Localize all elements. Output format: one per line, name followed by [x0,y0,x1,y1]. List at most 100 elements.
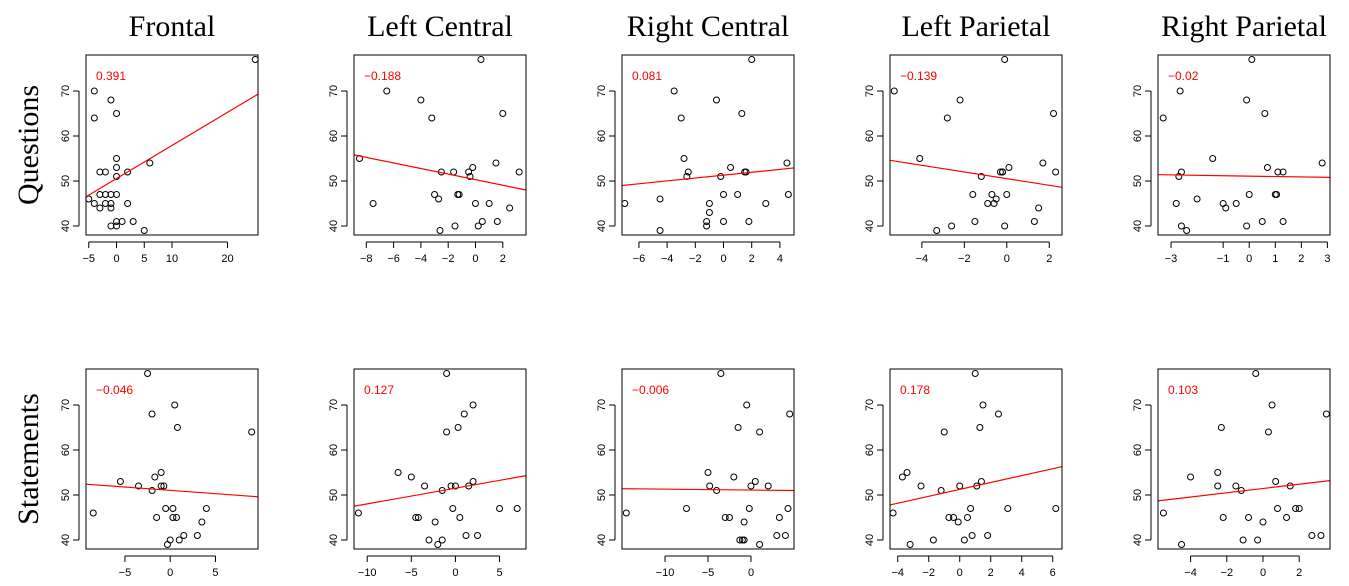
data-point [166,536,174,544]
scatter-panel: −0.02 −3 −1 0 1 2 3 40 50 60 70 [1132,54,1331,265]
correlation-label: 0.103 [1168,383,1198,397]
data-point [717,370,725,377]
data-point [515,168,523,176]
data-point [1217,424,1225,431]
data-point [684,168,692,176]
data-point [950,514,958,521]
x-tick-label: −2 [922,567,935,579]
plot-frame [889,54,1063,236]
data-point [169,505,177,512]
y-tick-label: 40 [328,220,340,232]
y-tick-label: 50 [328,489,340,501]
y-tick-label: 60 [1132,130,1144,142]
data-point [499,110,507,117]
x-tick-label: 0 [748,567,754,579]
data-point [477,56,485,63]
data-point [717,173,725,180]
data-point [971,218,979,225]
data-point [1252,370,1260,377]
x-tick-label: 4 [777,253,783,265]
y-tick-label: 60 [1132,444,1144,456]
data-point [171,401,179,409]
column-title: Left Central [367,10,513,43]
correlation-label: −0.02 [1168,69,1199,83]
x-tick-label: 2 [749,253,755,265]
data-point [248,428,256,436]
y-tick-label: 50 [60,175,72,187]
correlation-label: 0.178 [900,383,930,397]
x-tick-label: 6 [1050,567,1056,579]
data-point [455,191,463,198]
data-point [677,114,685,122]
data-point [193,532,201,539]
scatter-panel: −0.006 −10 −5 0 40 50 60 70 [596,368,795,579]
data-point [107,204,115,212]
data-point [1178,541,1186,548]
y-tick-label: 40 [596,220,608,232]
x-tick-label: 0 [167,567,173,579]
data-point [1248,56,1256,63]
data-point [412,514,420,521]
data-point [1209,155,1217,162]
data-point [431,518,439,526]
data-point [140,227,148,234]
correlation-label: −0.139 [900,69,937,83]
x-tick-label: −5 [405,567,418,579]
data-point [712,96,720,104]
data-point [153,514,161,521]
data-point [984,532,992,539]
data-point [954,518,962,526]
data-point [1283,514,1291,521]
data-point [492,159,500,167]
column-title: Right Central [627,10,789,43]
x-tick-label: −10 [358,567,377,579]
data-point [740,518,748,526]
data-point [706,482,714,490]
y-tick-label: 40 [60,220,72,232]
x-tick-label: −2 [1221,567,1234,579]
y-tick-label: 40 [1132,534,1144,546]
y-tick-label: 70 [60,85,72,97]
data-point [113,191,121,198]
data-point [969,191,977,198]
x-tick-label: 3 [1324,253,1330,265]
data-point [705,200,713,207]
data-point [704,469,712,476]
scatter-panel: −0.139 −4 −2 0 2 40 50 60 70 [864,54,1063,265]
data-point [703,218,711,225]
data-point [756,428,764,436]
scatter-panel: 0.103 −4 −2 0 2 40 50 60 70 [1132,368,1331,579]
y-tick-label: 60 [596,130,608,142]
data-point [148,487,156,494]
data-point [1172,200,1180,207]
data-point [890,87,898,95]
regression-line [621,488,795,492]
x-tick-label: 2 [1298,253,1304,265]
x-tick-label: −2 [958,253,971,265]
regression-line [1157,174,1331,178]
x-tick-label: 20 [221,253,233,265]
data-point [781,532,789,539]
data-point [764,482,772,490]
data-point [107,200,115,207]
x-tick-label: −1 [1217,253,1230,265]
data-point [369,200,377,207]
data-point [113,164,121,171]
scatter-panel: −0.046 −5 0 5 40 50 60 70 [60,368,259,579]
x-tick-label: 0 [1260,567,1266,579]
data-point [431,191,439,198]
y-tick-label: 60 [328,444,340,456]
x-tick-label: −4 [891,567,904,579]
scatter-panel: 0.178 −4 −2 0 2 4 6 40 50 60 70 [864,368,1063,579]
data-point [1245,514,1253,521]
data-point [451,222,459,230]
data-point [967,505,975,512]
data-point [1258,218,1266,225]
data-point [1322,410,1330,418]
data-point [948,222,956,230]
data-point [1268,401,1276,409]
x-tick-label: 0 [1004,253,1010,265]
data-point [1001,222,1009,230]
data-point [124,200,132,207]
data-point [474,222,482,230]
